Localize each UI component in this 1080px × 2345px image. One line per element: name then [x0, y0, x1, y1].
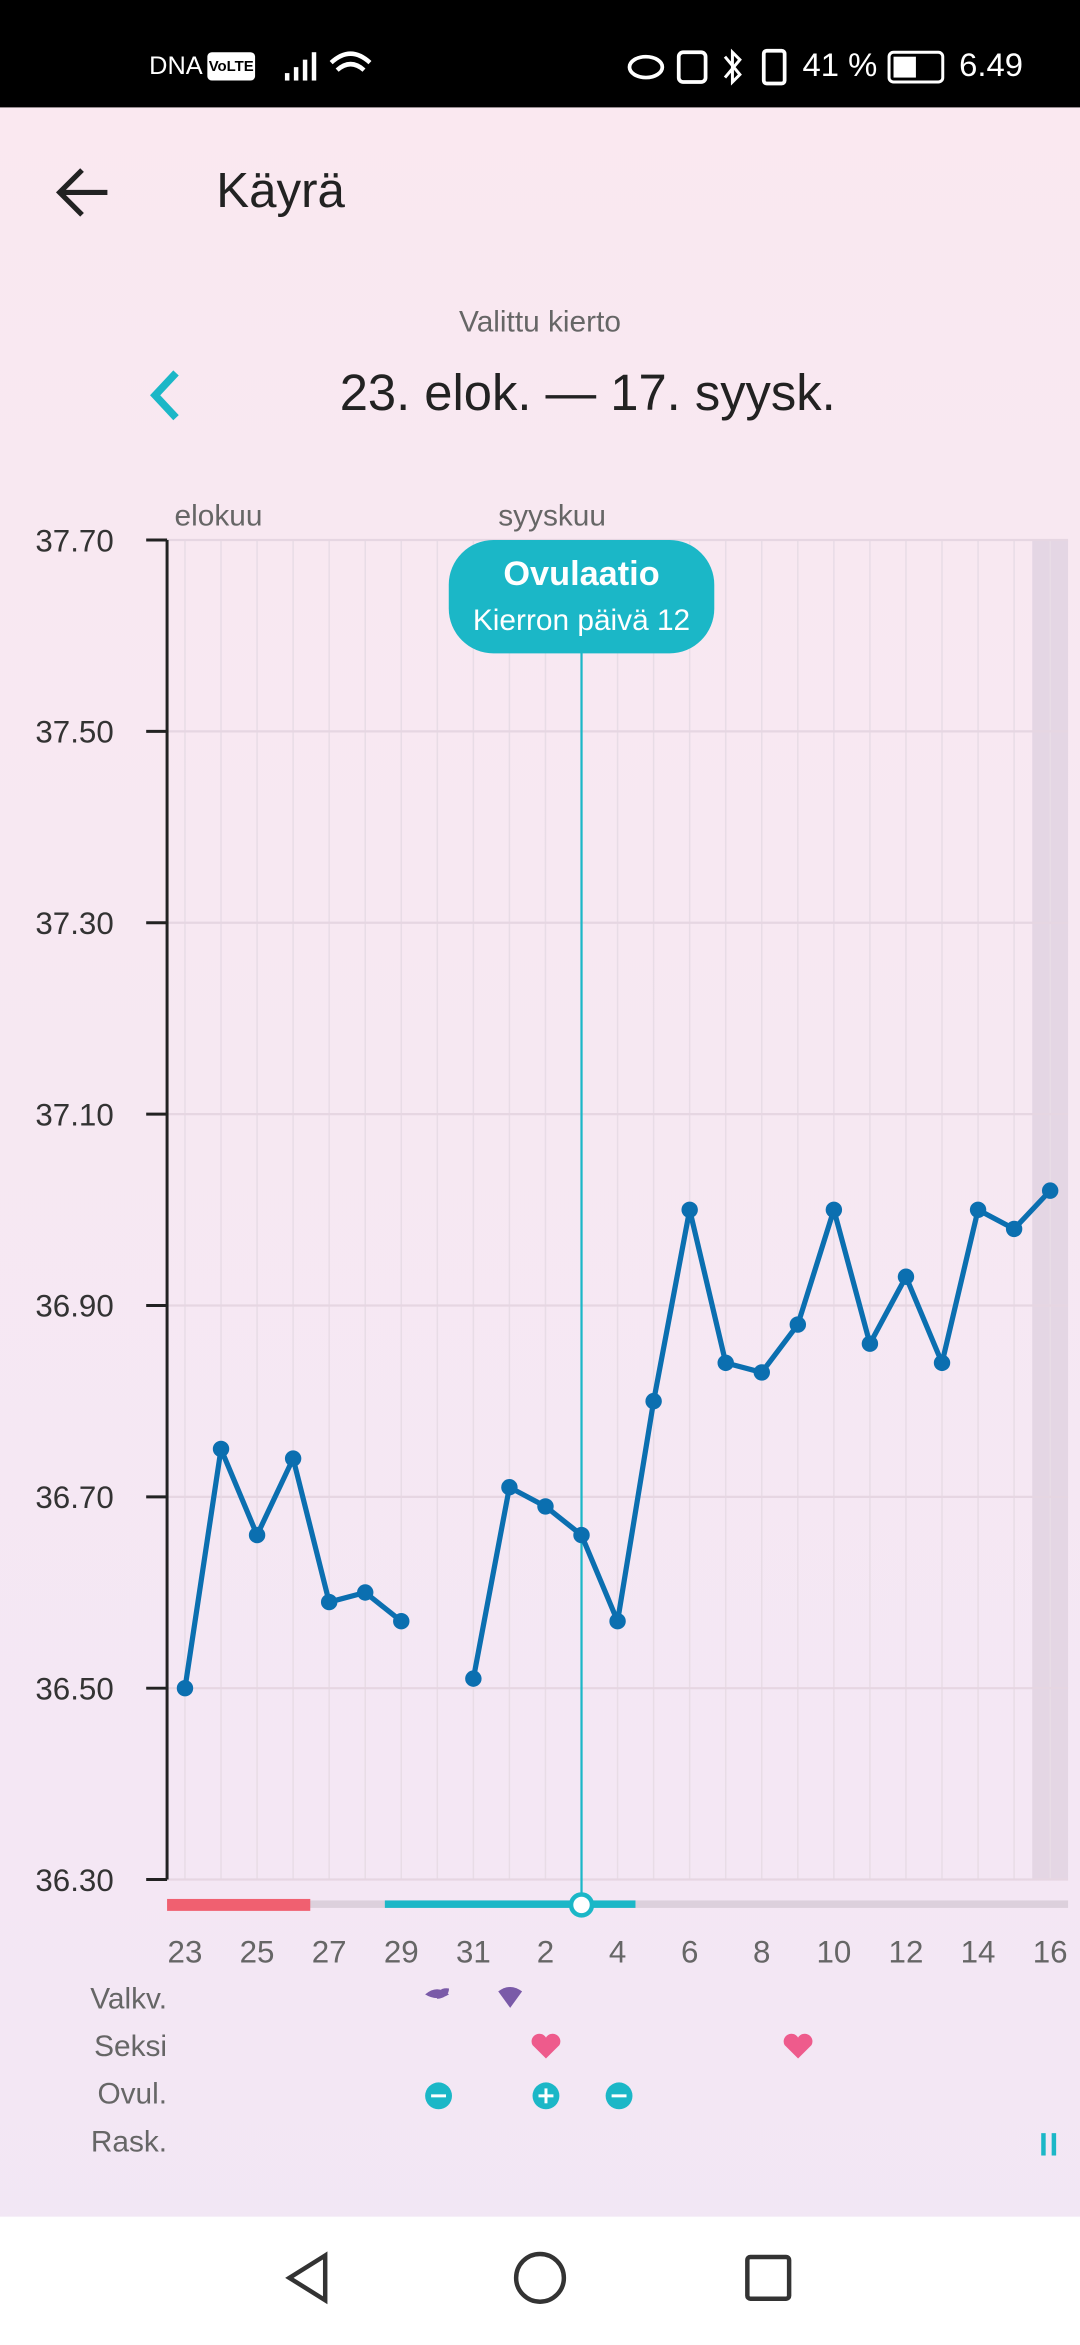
y-tick-label: 36.50 — [35, 1671, 113, 1706]
y-tick-label: 37.30 — [35, 906, 113, 941]
temperature-point — [357, 1584, 374, 1601]
discharge-icon — [425, 1988, 450, 1999]
cycle-range: 23. elok. — 17. syysk. — [340, 364, 836, 421]
temperature-point — [465, 1670, 482, 1687]
discharge-icon — [498, 1986, 523, 2008]
temperature-point — [645, 1392, 662, 1410]
x-tick-label: 10 — [816, 1934, 851, 1969]
temperature-point — [573, 1526, 590, 1544]
y-tick-label: 36.30 — [35, 1863, 113, 1898]
temperature-point — [176, 1679, 194, 1697]
ovulation-tests — [425, 2082, 633, 2110]
battery — [887, 50, 945, 84]
y-tick-label: 37.10 — [35, 1097, 113, 1132]
signal — [284, 52, 317, 81]
x-tick-label: 8 — [753, 1934, 770, 1969]
row-label: Valkv. — [90, 1982, 167, 2015]
temperature-point — [825, 1201, 843, 1218]
row-label: Seksi — [94, 2030, 167, 2063]
nav-recent[interactable] — [745, 2254, 792, 2301]
x-tick-label: 27 — [312, 1934, 347, 1969]
x-tick-label: 29 — [384, 1934, 419, 1969]
temperature-point — [717, 1354, 734, 1372]
volte-badge — [207, 52, 256, 81]
temperature-point — [897, 1268, 915, 1285]
temperature-point — [789, 1316, 807, 1333]
time: 6.49 — [959, 46, 1023, 83]
temperature-point — [753, 1364, 770, 1381]
x-tick-label: 2 — [537, 1934, 554, 1969]
period-bar — [167, 1898, 311, 1911]
back-button[interactable] — [55, 168, 108, 217]
temperature-point — [861, 1335, 879, 1352]
ovulation-handle — [568, 1892, 595, 1918]
eye-icon — [627, 54, 665, 80]
fertile-bar — [384, 1900, 636, 1908]
temperature-point — [933, 1354, 951, 1372]
temperature-point — [212, 1440, 230, 1458]
ovulation-badge — [448, 539, 715, 654]
temperature-point — [1041, 1182, 1059, 1199]
x-tick-label: 12 — [889, 1934, 924, 1969]
temperature-point — [681, 1201, 698, 1218]
carrier: DNA — [149, 52, 203, 80]
temperature-point — [393, 1613, 410, 1630]
ovulation-subtitle: Kierron päivä 12 — [473, 604, 690, 637]
x-tick-label: 6 — [681, 1934, 698, 1969]
temperature-point — [284, 1450, 302, 1467]
temperature-point — [320, 1593, 338, 1611]
temperature-point — [1005, 1220, 1023, 1238]
heart-icon — [783, 2033, 813, 2059]
nav-back[interactable] — [285, 2251, 328, 2305]
previous-cycle[interactable] — [150, 370, 179, 421]
wifi — [329, 51, 372, 72]
x-tick-label: 4 — [609, 1934, 626, 1969]
temperature-point — [609, 1613, 626, 1630]
row-label: Rask. — [91, 2125, 167, 2158]
battery-level — [893, 56, 916, 78]
y-tick-label: 36.70 — [35, 1480, 113, 1515]
temperature-point — [537, 1498, 554, 1515]
temperature-point — [248, 1526, 266, 1544]
temperature-point — [501, 1479, 518, 1496]
temperature-point — [969, 1201, 987, 1218]
nfc-icon — [676, 50, 708, 84]
month-label: syyskuu — [498, 499, 606, 532]
nav-home[interactable] — [513, 2251, 567, 2304]
y-tick-label: 36.90 — [35, 1289, 113, 1324]
nav-bar — [0, 2216, 1080, 2341]
y-tick-label: 37.70 — [35, 523, 113, 558]
x-tick-label: 23 — [168, 1934, 203, 1969]
pregnancy-icon — [1041, 2133, 1057, 2156]
bluetooth-icon — [723, 48, 742, 86]
header-title: Käyrä — [216, 163, 345, 218]
x-tick-label: 16 — [1033, 1934, 1068, 1969]
x-tick-label: 31 — [456, 1934, 491, 1969]
cycle-label: Valittu kierto — [459, 306, 621, 339]
battery-text: 41 % — [803, 46, 878, 83]
x-tick-label: 14 — [961, 1934, 996, 1969]
month-label: elokuu — [175, 499, 263, 532]
x-tick-label: 25 — [240, 1934, 275, 1969]
ovulation-title: Ovulaatio — [503, 555, 659, 593]
heart-icon — [531, 2033, 561, 2059]
plot: 36.30 36.50 36.70 36.90 37.10 37.30 37.50 37.70… — [35, 499, 1069, 1969]
row-label: Ovul. — [97, 2078, 167, 2111]
event-rows: Valkv. Seksi Ovul. Rask. — [90, 1982, 167, 2158]
vibrate-icon — [761, 48, 787, 86]
y-tick-label: 37.50 — [35, 715, 113, 750]
volte: VoLTE — [209, 59, 254, 75]
